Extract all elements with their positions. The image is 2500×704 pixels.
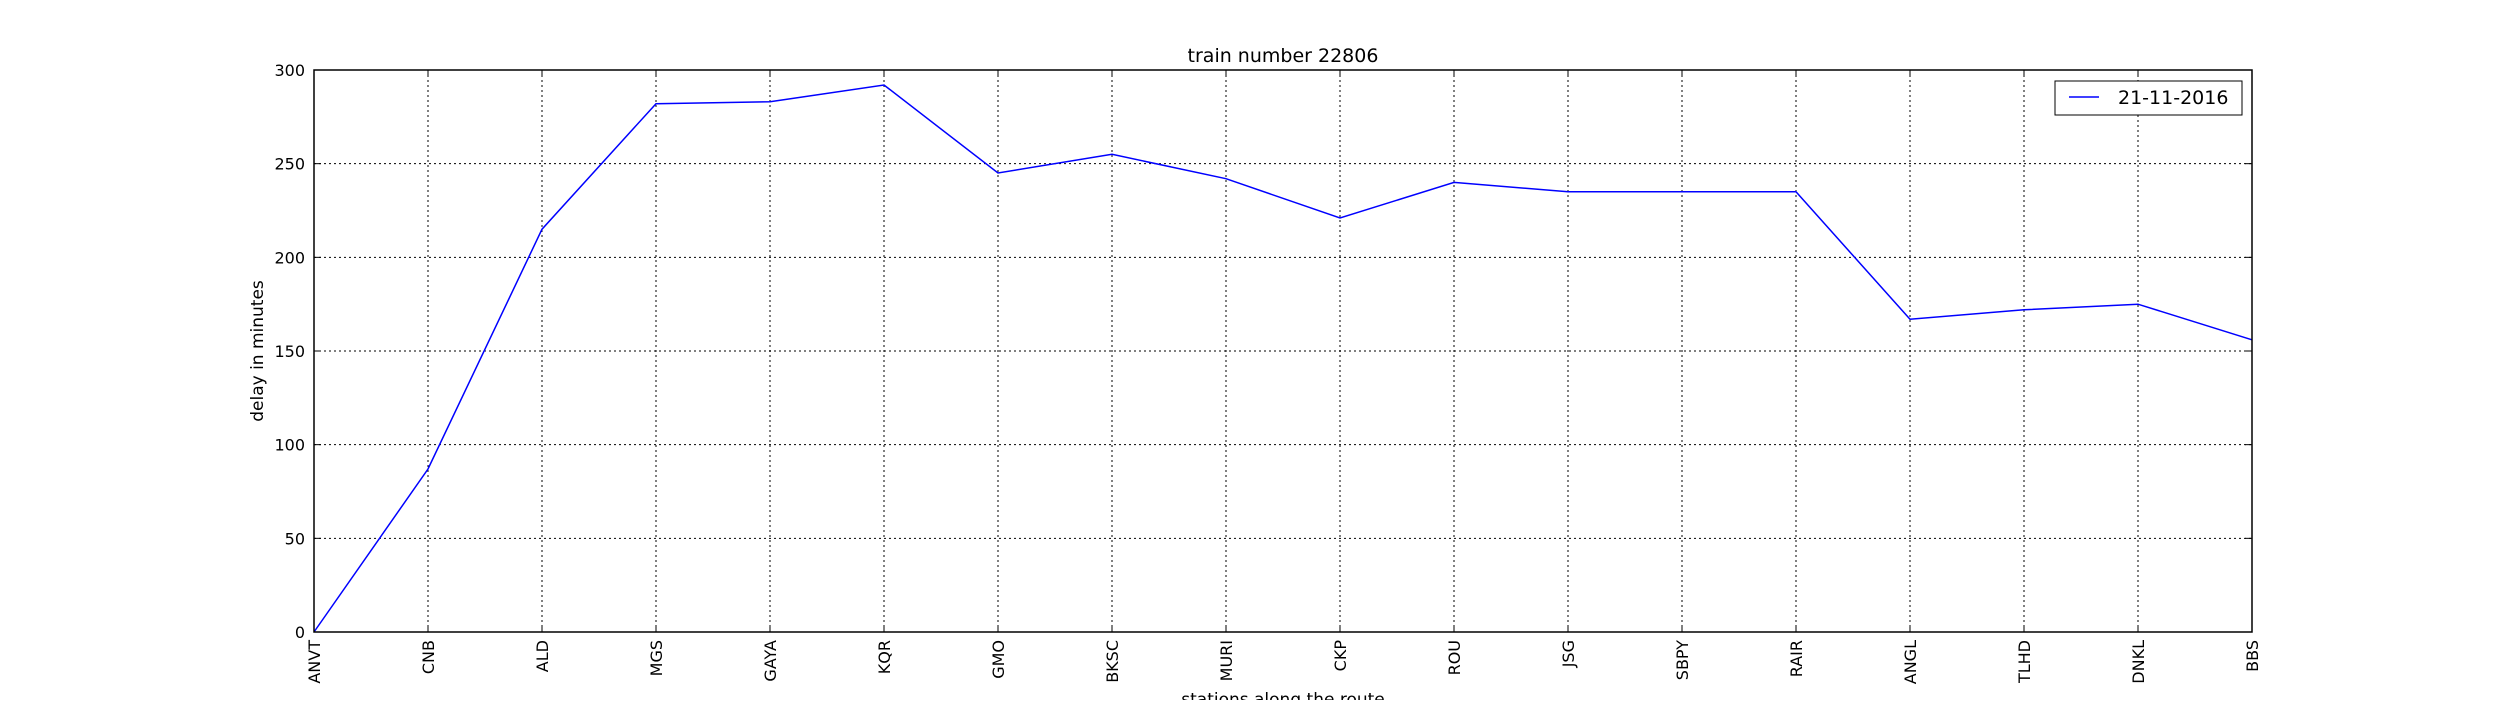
x-tick-label: CNB [419,640,438,674]
x-axis-label: stations along the route [1181,690,1385,700]
x-tick-label: CKP [1331,640,1350,672]
legend: 21-11-2016 [2055,81,2242,115]
x-tick-label: MURI [1217,640,1236,681]
grid-layer [314,70,2252,632]
labels-layer: 0 50 100 150 200 250 300 ANVT CNB ALD MGS GAYA KQR GM… [274,61,2262,684]
x-tick-label: GMO [989,640,1008,679]
x-tick-label: TLHD [2015,640,2034,684]
series-layer [314,85,2252,632]
x-tick-label: MGS [647,640,666,676]
x-tick-label: ALD [533,640,552,672]
x-tick-label: GAYA [761,640,780,682]
x-tick-label: ANVT [305,640,324,684]
y-tick-label: 50 [285,529,305,548]
x-tick-label: BBS [2243,640,2262,672]
y-tick-label: 250 [274,155,305,174]
x-tick-label: ROU [1445,640,1464,675]
y-axis-label: delay in minutes [248,280,268,422]
legend-label: 21-11-2016 [2118,87,2228,109]
y-tick-label: 200 [274,248,305,267]
x-tick-label: BKSC [1103,640,1122,683]
series-line [314,85,2252,632]
x-tick-label: DNKL [2129,640,2148,684]
y-tick-label: 150 [274,342,305,361]
chart-title: train number 22806 [1188,45,1379,67]
x-tick-label: ANGL [1901,640,1920,684]
x-tick-label: RAIR [1787,640,1806,677]
y-tick-label: 300 [274,61,305,80]
x-tick-label: JSG [1559,640,1578,668]
x-tick-label: SBPY [1673,640,1692,680]
y-tick-label: 0 [295,623,305,642]
x-tick-label: KQR [875,640,894,674]
y-tick-label: 100 [274,436,305,455]
